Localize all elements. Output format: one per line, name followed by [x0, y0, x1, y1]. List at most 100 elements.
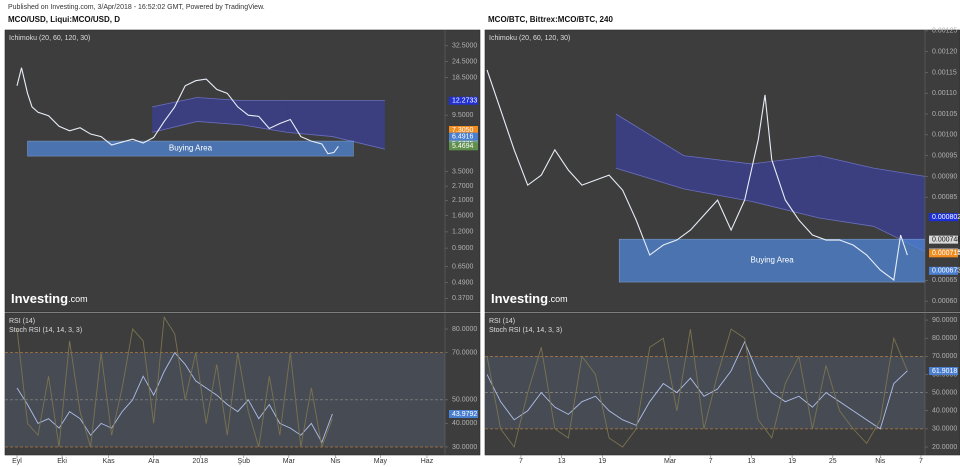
price-label: 12.2733	[452, 98, 477, 105]
x-tick-label: Ara	[148, 458, 159, 465]
x-tick-label: 13	[558, 458, 566, 465]
price-label: 43.9792	[452, 411, 477, 418]
y-tick-label: 0.00105	[932, 111, 957, 118]
panel-background	[4, 29, 481, 313]
plot-area	[16, 67, 386, 157]
buying-area	[618, 238, 925, 283]
x-tick-label: Haz	[421, 458, 434, 465]
logo-suffix: .com	[68, 294, 88, 304]
y-tick-label: 0.9000	[452, 245, 474, 252]
price-label: 0.000673	[932, 268, 960, 275]
y-tick-label: 50.0000	[932, 389, 957, 396]
buying-area	[27, 140, 354, 157]
legend-entry: Stoch RSI (14, 14, 3, 3)	[489, 327, 562, 334]
price-label-box	[449, 410, 478, 419]
y-tick-label: 0.00110	[932, 90, 957, 97]
y-tick-label: 2.1000	[452, 197, 474, 204]
cloud-edge	[152, 97, 385, 108]
cloud-edge	[615, 167, 925, 252]
cloud-segment	[751, 155, 820, 218]
x-tick-label: 25	[829, 458, 837, 465]
cloud-segment	[152, 97, 198, 133]
y-tick-label: 0.4900	[452, 279, 474, 286]
data-line	[486, 328, 908, 449]
logo-suffix: .com	[548, 294, 568, 304]
y-tick-label: 1.6000	[452, 213, 474, 220]
y-tick-label: 0.00120	[932, 48, 957, 55]
buying-area-label: Buying Area	[169, 144, 213, 153]
y-tick-label: 0.00125	[932, 28, 957, 35]
y-tick-label: 70.0000	[452, 349, 477, 356]
price-label: 0.000802	[932, 214, 960, 221]
cloud-segment	[197, 97, 243, 125]
price-label-box	[929, 235, 958, 244]
y-tick-label: 0.00085	[932, 194, 957, 201]
price-label: 6.4916	[452, 133, 474, 140]
y-tick-label: 32.5000	[452, 43, 477, 50]
cloud-segment	[819, 155, 874, 227]
legend-entry: RSI (14)	[9, 318, 35, 325]
y-tick-label: 18.5000	[452, 74, 477, 81]
x-tick-label: Nis	[330, 458, 341, 465]
x-tick-label: Nis	[875, 458, 886, 465]
logo: Investing.com	[11, 291, 88, 306]
y-tick-label: 0.00115	[932, 69, 957, 76]
data-line	[16, 315, 333, 449]
price-label: 0.000748	[932, 236, 960, 243]
y-tick-label: 80.0000	[452, 326, 477, 333]
y-tick-label: 30.0000	[452, 444, 477, 451]
y-tick-label: 0.00100	[932, 132, 957, 139]
y-tick-label: 0.00090	[932, 173, 957, 180]
x-tick-label: 19	[598, 458, 606, 465]
x-tick-label: Mar	[283, 458, 296, 465]
y-tick-label: 2.7000	[452, 183, 474, 190]
x-tick-label: Eyl	[12, 458, 22, 465]
y-tick-label: 20.0000	[932, 444, 957, 451]
logo: Investing.com	[491, 291, 568, 306]
plot-area	[5, 315, 445, 449]
y-tick-label: 50.0000	[452, 397, 477, 404]
indicator-label: Ichimoku (20, 60, 120, 30)	[489, 35, 570, 42]
data-line	[16, 351, 333, 444]
price-label: 0.000715	[932, 250, 960, 257]
price-label: 7.3050	[452, 127, 474, 134]
legend-entry: RSI (14)	[489, 318, 515, 325]
cloud-segment	[683, 155, 752, 202]
data-line	[486, 69, 908, 281]
cloud-edge	[152, 121, 386, 150]
x-tick-label: Şub	[238, 458, 251, 465]
chart-title: MCO/USD, Liqui:MCO/USD, D	[8, 15, 120, 24]
price-label-box	[449, 96, 478, 105]
x-tick-label: 13	[748, 458, 756, 465]
price-label-box	[929, 213, 958, 222]
data-line	[486, 340, 908, 430]
y-tick-label: 0.00095	[932, 152, 957, 159]
x-tick-label: 19	[788, 458, 796, 465]
price-label-box	[929, 367, 958, 376]
cloud-segment	[873, 168, 925, 252]
price-label-box	[929, 266, 958, 275]
price-label-box	[449, 132, 478, 141]
price-label: 5.4694	[452, 143, 474, 150]
y-tick-label: 80.0000	[932, 335, 957, 342]
x-tick-label: 7	[919, 458, 923, 465]
x-tick-label: Eki	[57, 458, 67, 465]
y-tick-label: 0.00065	[932, 277, 957, 284]
y-tick-label: 0.6500	[452, 263, 474, 270]
cloud-segment	[332, 100, 385, 150]
price-label-box	[449, 142, 478, 151]
y-tick-label: 24.5000	[452, 59, 477, 66]
y-tick-label: 40.0000	[932, 408, 957, 415]
y-tick-label: 90.0000	[932, 317, 957, 324]
x-tick-label: 7	[709, 458, 713, 465]
y-tick-label: 0.3700	[452, 295, 474, 302]
chart-title: MCO/BTC, Bittrex:MCO/BTC, 240	[488, 15, 613, 24]
plot-area	[485, 328, 925, 449]
y-tick-label: 70.0000	[932, 353, 957, 360]
cloud-segment	[615, 114, 684, 189]
cloud-edge	[615, 113, 925, 177]
cloud-segment	[287, 100, 333, 137]
y-tick-label: 30.0000	[932, 426, 957, 433]
y-tick-label: 1.2000	[452, 229, 474, 236]
